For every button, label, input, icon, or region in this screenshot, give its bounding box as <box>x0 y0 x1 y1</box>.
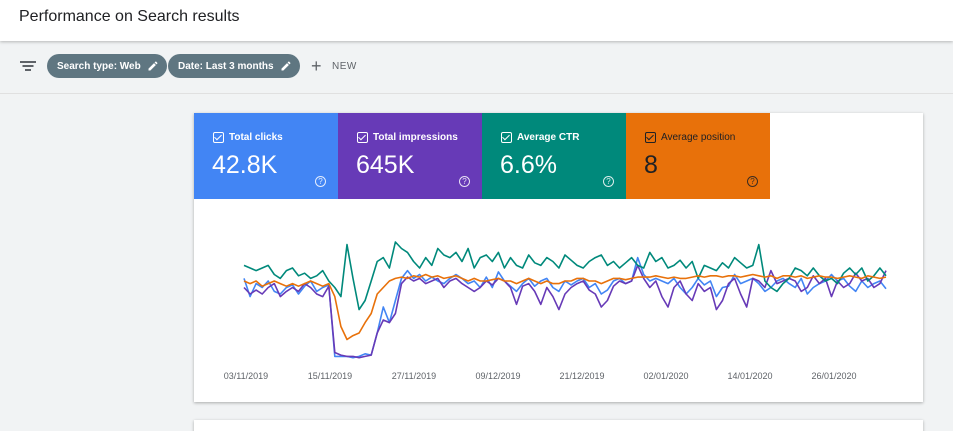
help-icon[interactable]: ? <box>315 176 326 187</box>
checkbox-icon[interactable] <box>213 132 224 143</box>
series-line-0 <box>243 256 887 359</box>
x-tick-label: 02/01/2020 <box>643 371 688 381</box>
metric-value: 42.8K <box>212 151 278 179</box>
chip-label: Date: Last 3 months <box>178 60 274 72</box>
x-tick-label: 03/11/2019 <box>224 371 268 381</box>
performance-chart-card: Total clicks 42.8K ? Total impressions 6… <box>194 113 923 402</box>
chip-label: Search type: Web <box>57 60 141 72</box>
help-icon[interactable]: ? <box>747 176 758 187</box>
pencil-icon[interactable] <box>147 60 159 72</box>
metric-value: 6.6% <box>500 151 557 179</box>
help-icon[interactable]: ? <box>603 176 614 187</box>
metric-label: Total impressions <box>373 132 458 143</box>
checkbox-icon[interactable] <box>357 132 368 143</box>
filter-bar: Search type: Web Date: Last 3 months + N… <box>0 41 953 94</box>
metric-label: Total clicks <box>229 132 283 143</box>
x-tick-label: 15/11/2019 <box>308 371 352 381</box>
page-title: Performance on Search results <box>19 8 240 25</box>
x-tick-label: 21/12/2019 <box>559 371 604 381</box>
app-header: Performance on Search results <box>0 0 953 41</box>
filter-icon[interactable] <box>20 60 36 72</box>
series-line-3 <box>243 273 887 341</box>
x-tick-label: 14/01/2020 <box>727 371 772 381</box>
series-line-1 <box>243 264 887 359</box>
metric-label: Average CTR <box>517 132 580 143</box>
checkbox-icon[interactable] <box>645 132 656 143</box>
help-icon[interactable]: ? <box>459 176 470 187</box>
date-filter-chip[interactable]: Date: Last 3 months <box>168 54 300 78</box>
pencil-icon[interactable] <box>280 60 292 72</box>
search-type-filter-chip[interactable]: Search type: Web <box>47 54 167 78</box>
performance-line-chart[interactable]: 03/11/2019 15/11/2019 27/11/2019 09/12/2019… <box>194 199 923 402</box>
metric-label: Average position <box>661 132 736 143</box>
queries-table-card <box>194 420 923 431</box>
metric-average-ctr[interactable]: Average CTR 6.6% ? <box>482 113 626 199</box>
plus-icon: + <box>311 56 323 76</box>
metric-average-position[interactable]: Average position 8 ? <box>626 113 770 199</box>
metric-value: 645K <box>356 151 415 179</box>
x-tick-label: 27/11/2019 <box>392 371 436 381</box>
metric-value: 8 <box>644 151 658 179</box>
metric-total-clicks[interactable]: Total clicks 42.8K ? <box>194 113 338 199</box>
checkbox-icon[interactable] <box>501 132 512 143</box>
x-tick-label: 09/12/2019 <box>475 371 520 381</box>
x-tick-label: 26/01/2020 <box>811 371 856 381</box>
metric-total-impressions[interactable]: Total impressions 645K ? <box>338 113 482 199</box>
new-filter-button[interactable]: + NEW <box>311 57 357 75</box>
new-filter-label: NEW <box>332 60 357 72</box>
series-line-2 <box>243 241 887 311</box>
